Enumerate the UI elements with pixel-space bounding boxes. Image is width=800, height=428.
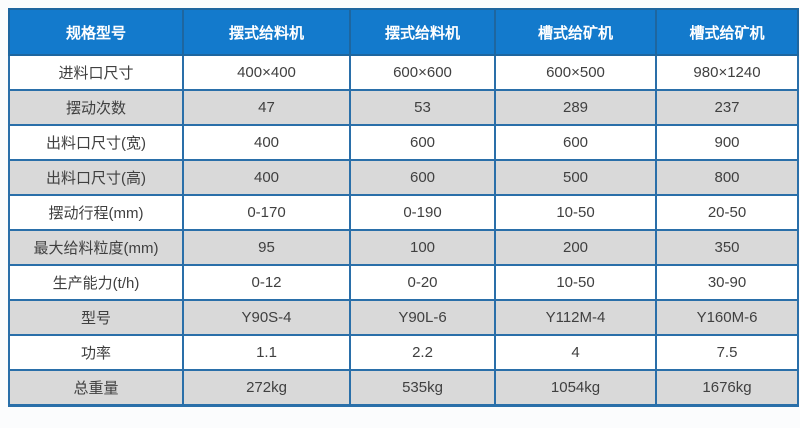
- cell-value: 1676kg: [655, 369, 799, 407]
- cell-value: 600: [349, 159, 496, 196]
- cell-value: 0-20: [349, 264, 496, 301]
- cell-value: 10-50: [494, 194, 657, 231]
- cell-value: 400: [182, 124, 351, 161]
- table-row: 生产能力(t/h) 0-12 0-20 10-50 30-90: [8, 264, 799, 301]
- cell-value: 237: [655, 89, 799, 126]
- cell-value: 535kg: [349, 369, 496, 407]
- column-header-spec-model: 规格型号: [8, 8, 184, 56]
- table-row: 功率 1.1 2.2 4 7.5: [8, 334, 799, 371]
- row-label: 总重量: [8, 369, 184, 407]
- cell-value: 980×1240: [655, 54, 799, 91]
- cell-value: 20-50: [655, 194, 799, 231]
- cell-value: 400: [182, 159, 351, 196]
- cell-value: 600: [349, 124, 496, 161]
- column-header-pendulum-feeder-1: 摆式给料机: [182, 8, 351, 56]
- row-label: 摆动行程(mm): [8, 194, 184, 231]
- cell-value: 800: [655, 159, 799, 196]
- row-label: 生产能力(t/h): [8, 264, 184, 301]
- cell-value: 4: [494, 334, 657, 371]
- row-label: 出料口尺寸(高): [8, 159, 184, 196]
- cell-value: 95: [182, 229, 351, 266]
- cell-value: 500: [494, 159, 657, 196]
- header-row: 规格型号 摆式给料机 摆式给料机 槽式给矿机 槽式给矿机: [8, 8, 799, 56]
- cell-value: 600×500: [494, 54, 657, 91]
- cell-value: 600: [494, 124, 657, 161]
- cell-value: 350: [655, 229, 799, 266]
- cell-value: 400×400: [182, 54, 351, 91]
- column-header-trough-feeder-1: 槽式给矿机: [494, 8, 657, 56]
- cell-value: 1.1: [182, 334, 351, 371]
- cell-value: Y160M-6: [655, 299, 799, 336]
- cell-value: 2.2: [349, 334, 496, 371]
- cell-value: Y112M-4: [494, 299, 657, 336]
- table-row: 最大给料粒度(mm) 95 100 200 350: [8, 229, 799, 266]
- spec-table-body: 进料口尺寸 400×400 600×600 600×500 980×1240 摆动次数 47…: [8, 54, 799, 407]
- spec-table: 规格型号 摆式给料机 摆式给料机 槽式给矿机 槽式给矿机 进料口尺寸 400×40…: [8, 8, 799, 407]
- cell-value: Y90S-4: [182, 299, 351, 336]
- cell-value: 0-12: [182, 264, 351, 301]
- row-label: 型号: [8, 299, 184, 336]
- cell-value: 600×600: [349, 54, 496, 91]
- cell-value: 0-170: [182, 194, 351, 231]
- cell-value: 47: [182, 89, 351, 126]
- cell-value: 1054kg: [494, 369, 657, 407]
- cell-value: 53: [349, 89, 496, 126]
- table-row: 出料口尺寸(高) 400 600 500 800: [8, 159, 799, 196]
- row-label: 功率: [8, 334, 184, 371]
- cell-value: 30-90: [655, 264, 799, 301]
- cell-value: 7.5: [655, 334, 799, 371]
- cell-value: Y90L-6: [349, 299, 496, 336]
- row-label: 最大给料粒度(mm): [8, 229, 184, 266]
- cell-value: 10-50: [494, 264, 657, 301]
- cell-value: 200: [494, 229, 657, 266]
- cell-value: 900: [655, 124, 799, 161]
- spec-table-header: 规格型号 摆式给料机 摆式给料机 槽式给矿机 槽式给矿机: [8, 8, 799, 56]
- table-row: 摆动行程(mm) 0-170 0-190 10-50 20-50: [8, 194, 799, 231]
- column-header-pendulum-feeder-2: 摆式给料机: [349, 8, 496, 56]
- column-header-trough-feeder-2: 槽式给矿机: [655, 8, 799, 56]
- table-row: 进料口尺寸 400×400 600×600 600×500 980×1240: [8, 54, 799, 91]
- row-label: 进料口尺寸: [8, 54, 184, 91]
- table-row: 总重量 272kg 535kg 1054kg 1676kg: [8, 369, 799, 407]
- table-row: 出料口尺寸(宽) 400 600 600 900: [8, 124, 799, 161]
- table-row: 摆动次数 47 53 289 237: [8, 89, 799, 126]
- row-label: 摆动次数: [8, 89, 184, 126]
- cell-value: 272kg: [182, 369, 351, 407]
- row-label: 出料口尺寸(宽): [8, 124, 184, 161]
- table-row: 型号 Y90S-4 Y90L-6 Y112M-4 Y160M-6: [8, 299, 799, 336]
- cell-value: 289: [494, 89, 657, 126]
- cell-value: 0-190: [349, 194, 496, 231]
- cell-value: 100: [349, 229, 496, 266]
